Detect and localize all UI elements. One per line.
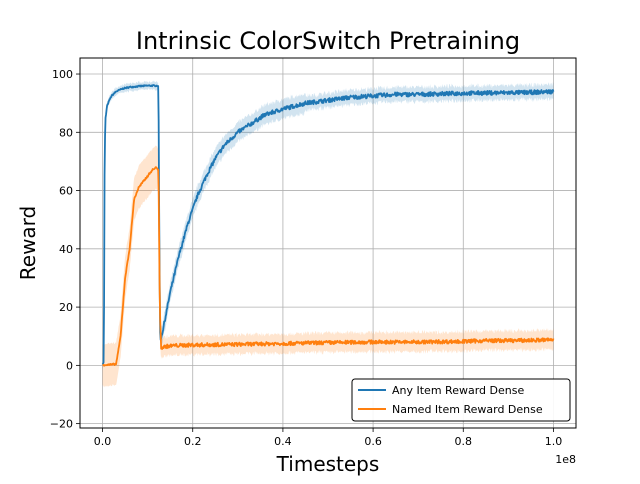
legend: Any Item Reward Dense Named Item Reward … xyxy=(351,378,571,422)
x-tick-label: 0.4 xyxy=(274,435,292,448)
x-tick-label: 1.0 xyxy=(545,435,563,448)
y-tick-label: −20 xyxy=(50,418,73,431)
series-1-confidence-band xyxy=(102,145,554,388)
y-tick-label: 80 xyxy=(59,126,73,139)
y-axis-label: Reward xyxy=(16,206,40,280)
chart-title: Intrinsic ColorSwitch Pretraining xyxy=(136,27,520,55)
y-tick-label: 60 xyxy=(59,185,73,198)
legend-label-any-item: Any Item Reward Dense xyxy=(392,384,524,397)
series-1-line xyxy=(102,166,555,367)
y-tick-label: 0 xyxy=(66,359,73,372)
y-tick-layer: −20 0 20 40 60 80 100 xyxy=(50,68,80,431)
x-tick-label: 0.8 xyxy=(455,435,473,448)
series-layer xyxy=(101,84,555,367)
y-tick-label: 40 xyxy=(59,243,73,256)
series-0-line xyxy=(101,84,555,366)
band-layer xyxy=(102,80,554,388)
grid-layer xyxy=(80,58,576,428)
plot-area-frame xyxy=(79,57,577,429)
y-tick-label: 100 xyxy=(52,68,73,81)
series-0-confidence-band xyxy=(102,80,554,369)
x-tick-label: 0.2 xyxy=(184,435,202,448)
x-axis-offset-label: 1e8 xyxy=(555,453,576,466)
y-tick-label: 20 xyxy=(59,301,73,314)
x-axis-label: Timesteps xyxy=(276,452,380,476)
x-tick-layer: 0.0 0.2 0.4 0.6 0.8 1.0 xyxy=(94,428,562,448)
x-tick-label: 0.6 xyxy=(364,435,382,448)
legend-box xyxy=(351,378,571,422)
x-tick-label: 0.0 xyxy=(94,435,112,448)
legend-label-named-item: Named Item Reward Dense xyxy=(392,403,543,416)
